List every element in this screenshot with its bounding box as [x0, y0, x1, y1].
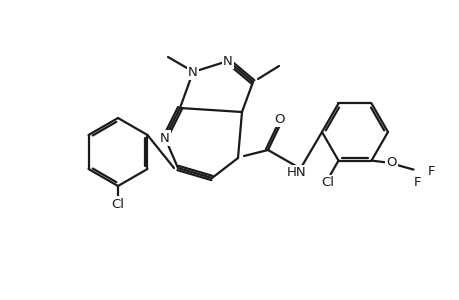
Text: F: F [413, 176, 420, 189]
Text: Cl: Cl [320, 176, 333, 189]
Text: HN: HN [286, 167, 306, 179]
Text: N: N [160, 131, 169, 145]
Text: O: O [274, 112, 285, 125]
Text: O: O [386, 156, 396, 169]
Text: N: N [188, 65, 197, 79]
Text: Cl: Cl [111, 197, 124, 211]
Text: F: F [427, 165, 434, 178]
Text: N: N [223, 55, 232, 68]
